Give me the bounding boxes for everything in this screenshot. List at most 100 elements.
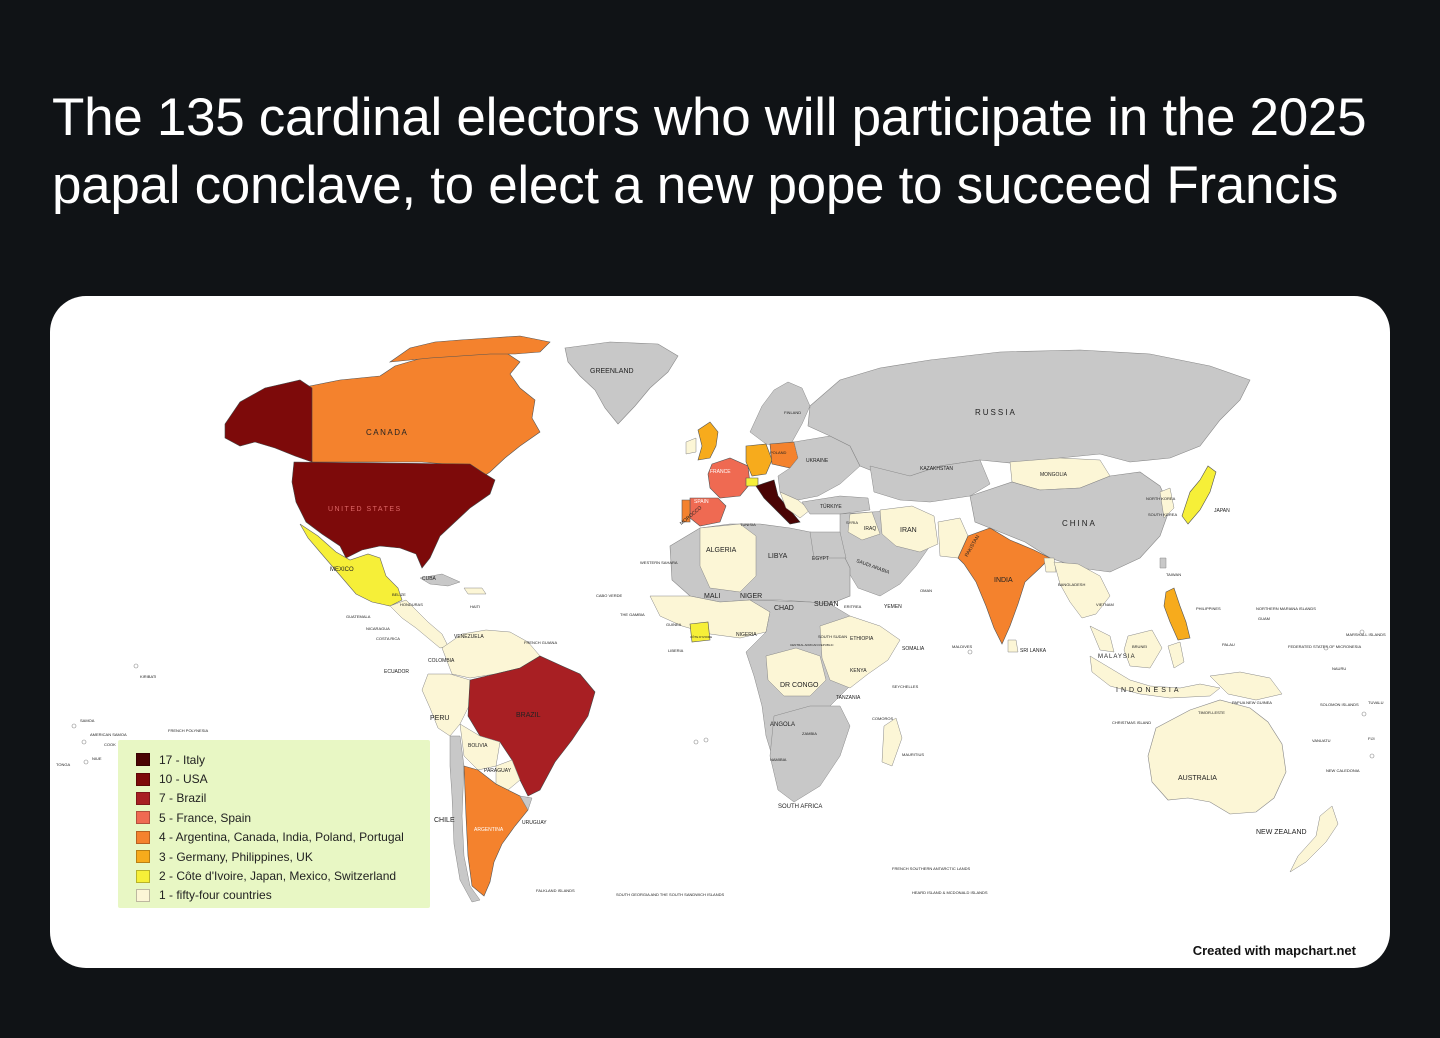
label-uruguay: URUGUAY — [522, 820, 547, 826]
label-south-africa: SOUTH AFRICA — [778, 804, 822, 810]
argentina-shape — [463, 765, 529, 897]
label-papua: PAPUA NEW GUINEA — [1232, 700, 1272, 705]
label-palau: PALAU — [1222, 642, 1235, 647]
italy-shape — [755, 479, 801, 525]
sri-lanka-shape — [1007, 639, 1019, 653]
philippines-shape — [1163, 587, 1191, 641]
iraq-syria-shape — [847, 511, 881, 541]
label-france: FRANCE — [710, 469, 731, 475]
label-tunisia: TUNISIA — [740, 522, 756, 527]
label-poland: POLAND — [770, 450, 787, 455]
legend-swatch — [136, 830, 150, 844]
label-samoa: SAMOA — [80, 718, 95, 723]
label-heard: HEARD ISLAND & MCDONALD ISLANDS — [912, 890, 988, 895]
legend-item: 10 - USA — [136, 769, 430, 788]
credit-text: Created with mapchart.net — [1192, 943, 1356, 958]
paraguay-shape — [495, 759, 521, 791]
label-mexico: MEXICO — [330, 567, 354, 573]
label-paraguay: PARAGUAY — [484, 768, 512, 774]
legend-label: 2 - Côte d'Ivoire, Japan, Mexico, Switze… — [159, 869, 397, 884]
sulawesi-shape — [1167, 641, 1185, 669]
east-africa-shape — [819, 615, 901, 689]
label-nicaragua: NICARAGUA — [366, 626, 390, 631]
label-maldives: MALDIVES — [952, 644, 973, 649]
label-tanzania: TANZANIA — [836, 695, 861, 701]
legend-swatch — [136, 791, 150, 805]
label-liberia: LIBERIA — [668, 648, 684, 653]
label-niger: NIGER — [740, 593, 762, 600]
balkans-shape — [779, 491, 811, 519]
label-sri-lanka: SRI LANKA — [1020, 648, 1047, 654]
cuba-shape — [419, 573, 461, 587]
label-mauritius: MAURITIUS — [902, 752, 924, 757]
label-iraq: IRAQ — [864, 526, 876, 532]
label-egypt: EGYPT — [812, 556, 829, 562]
label-south-georgia: SOUTH GEORGIA AND THE SOUTH SANDWICH ISL… — [616, 892, 724, 897]
label-gambia: THE GAMBIA — [620, 612, 645, 617]
borneo-shape — [1123, 629, 1163, 669]
label-south-sudan: SOUTH SUDAN — [818, 634, 847, 639]
label-bangladesh: BANGLADESH — [1058, 582, 1085, 587]
label-argentina: ARGENTINA — [474, 827, 504, 833]
label-philippines: PHILIPPINES — [1196, 606, 1221, 611]
label-canada: CANADA — [366, 428, 408, 437]
label-north-korea: NORTH KOREA — [1146, 496, 1176, 501]
japan-shape — [1181, 465, 1217, 525]
label-peru: PERU — [430, 715, 449, 722]
label-tuvalu: TUVALU — [1368, 700, 1384, 705]
brazil-shape — [467, 655, 596, 797]
label-libya: LIBYA — [768, 553, 788, 560]
label-spain: SPAIN — [694, 499, 709, 505]
germany-shape — [745, 443, 773, 477]
label-oman: OMAN — [920, 588, 932, 593]
label-cook: COOK — [104, 742, 116, 747]
label-somalia: SOMALIA — [902, 646, 925, 652]
malaysia-shape — [1089, 625, 1115, 653]
label-western-sahara: WESTERN SAHARA — [640, 560, 678, 565]
legend-swatch — [136, 772, 150, 786]
label-fiji: FIJI — [1368, 736, 1375, 741]
madagascar-shape — [881, 717, 903, 767]
label-kenya: KENYA — [850, 668, 867, 674]
label-yemen: YEMEN — [884, 604, 902, 610]
legend-item: 17 - Italy — [136, 750, 430, 769]
switzerland-shape — [745, 477, 759, 487]
label-ethiopia: ETHIOPIA — [850, 636, 874, 642]
label-falkland: FALKLAND ISLANDS — [536, 888, 575, 893]
label-cote-divoire: CÔTE D'IVOIRE — [690, 634, 712, 639]
page-title: The 135 cardinal electors who will parti… — [52, 88, 1367, 215]
label-kiribati: KIRIBATI — [140, 674, 156, 679]
label-chad: CHAD — [774, 605, 794, 612]
label-syria: SYRIA — [846, 520, 858, 525]
mexico-shape — [299, 523, 403, 607]
label-haiti: HAITI — [470, 604, 480, 609]
egypt-shape — [809, 531, 847, 559]
label-sudan: SUDAN — [814, 601, 839, 608]
new-zealand-shape — [1289, 805, 1339, 873]
legend: 17 - Italy 10 - USA 7 - Brazil 5 - France, … — [118, 740, 430, 908]
legend-swatch — [136, 869, 150, 883]
legend-swatch — [136, 888, 150, 902]
legend-swatch — [136, 811, 150, 825]
label-vietnam: VIETNAM — [1096, 602, 1114, 607]
label-iran: IRAN — [900, 527, 917, 534]
indochina-shape — [1053, 561, 1111, 619]
canada-shape — [299, 347, 541, 483]
label-niue: NIUE — [92, 756, 102, 761]
label-new-zealand: NEW ZEALAND — [1256, 829, 1307, 836]
label-ecuador: ECUADOR — [384, 669, 409, 675]
legend-item: 7 - Brazil — [136, 789, 430, 808]
label-christmas: CHRISTMAS ISLAND — [1112, 720, 1151, 725]
india-shape — [957, 527, 1051, 645]
label-finland: FINLAND — [784, 410, 801, 415]
label-india: INDIA — [994, 577, 1013, 584]
label-guinea: GUINEA — [666, 622, 682, 627]
label-honduras: HONDURAS — [400, 602, 423, 607]
legend-swatch — [136, 850, 150, 864]
label-australia: AUSTRALIA — [1178, 775, 1217, 782]
portugal-shape — [681, 499, 691, 523]
label-south-korea: SOUTH KOREA — [1148, 512, 1177, 517]
label-new-caledonia: NEW CALEDONIA — [1326, 768, 1360, 773]
korea-shape — [1159, 487, 1175, 519]
world-map: GREENLAND RUSSIA CANADA UNITED STATES ME… — [56, 335, 1386, 903]
